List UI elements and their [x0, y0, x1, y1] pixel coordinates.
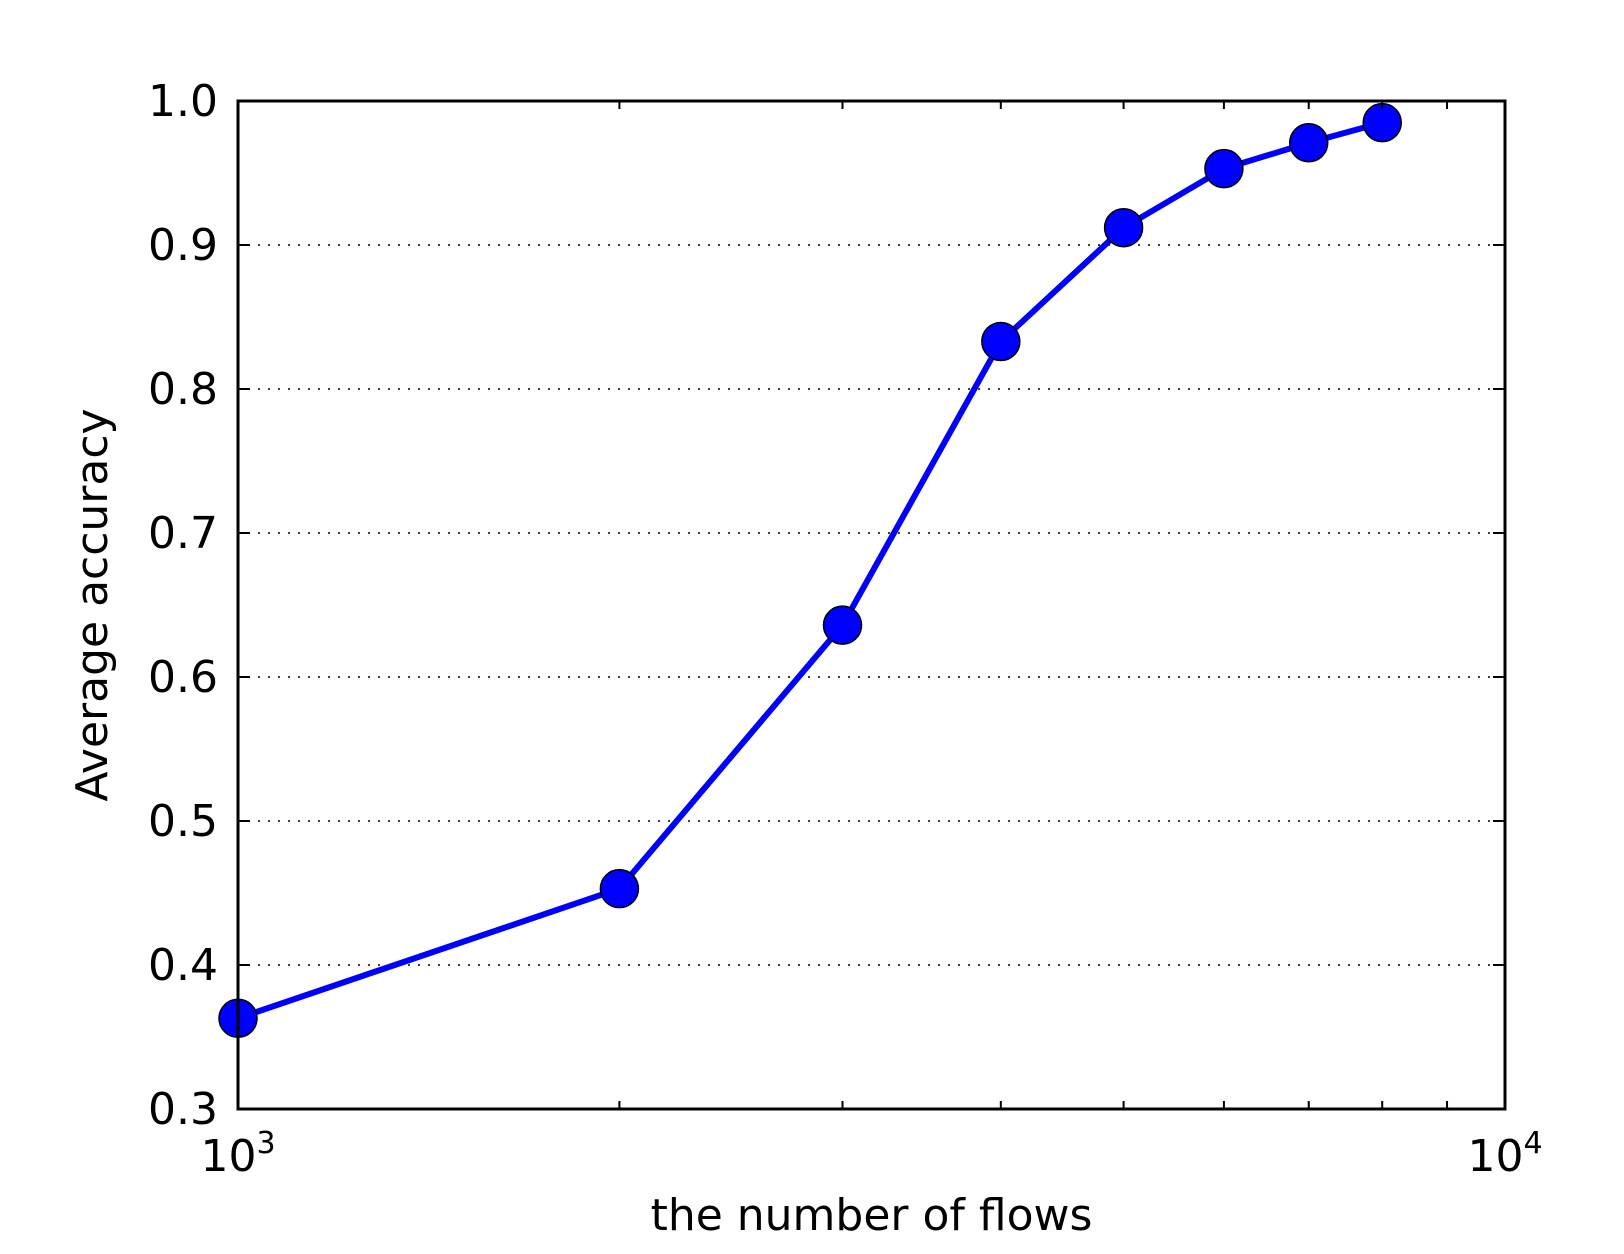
data-point: [822, 605, 863, 645]
y-tick-label: 0.4: [148, 940, 218, 991]
x-tick-label: 103: [200, 1126, 275, 1182]
data-point: [981, 321, 1021, 362]
axis-ticks: [238, 100, 1505, 1110]
y-tick-label: 0.5: [148, 796, 218, 847]
data-point: [1288, 123, 1329, 163]
data-point: [599, 868, 640, 909]
y-tick-labels: 0.3 0.4 0.5 0.6 0.7 0.8 0.9 1.0: [148, 76, 218, 1135]
y-tick-label: 0.3: [148, 1084, 218, 1135]
x-axis-label: the number of flows: [651, 1190, 1093, 1241]
y-tick-label: 0.7: [148, 508, 218, 559]
grid-lines: [238, 244, 1505, 966]
y-tick-label: 1.0: [148, 76, 218, 127]
y-axis-label: Average accuracy: [67, 408, 118, 801]
x-tick-labels: 103 104: [200, 1126, 1542, 1182]
data-point: [1362, 102, 1402, 143]
y-tick-label: 0.9: [148, 220, 218, 271]
y-tick-label: 0.8: [148, 364, 218, 415]
data-point: [1103, 207, 1144, 248]
x-tick-label: 104: [1467, 1126, 1542, 1182]
y-tick-label: 0.6: [148, 652, 218, 703]
data-point: [1204, 148, 1244, 189]
series-layer: [218, 102, 1402, 1039]
series-line: [237, 119, 1384, 1022]
plot-frame: [236, 99, 1507, 1111]
